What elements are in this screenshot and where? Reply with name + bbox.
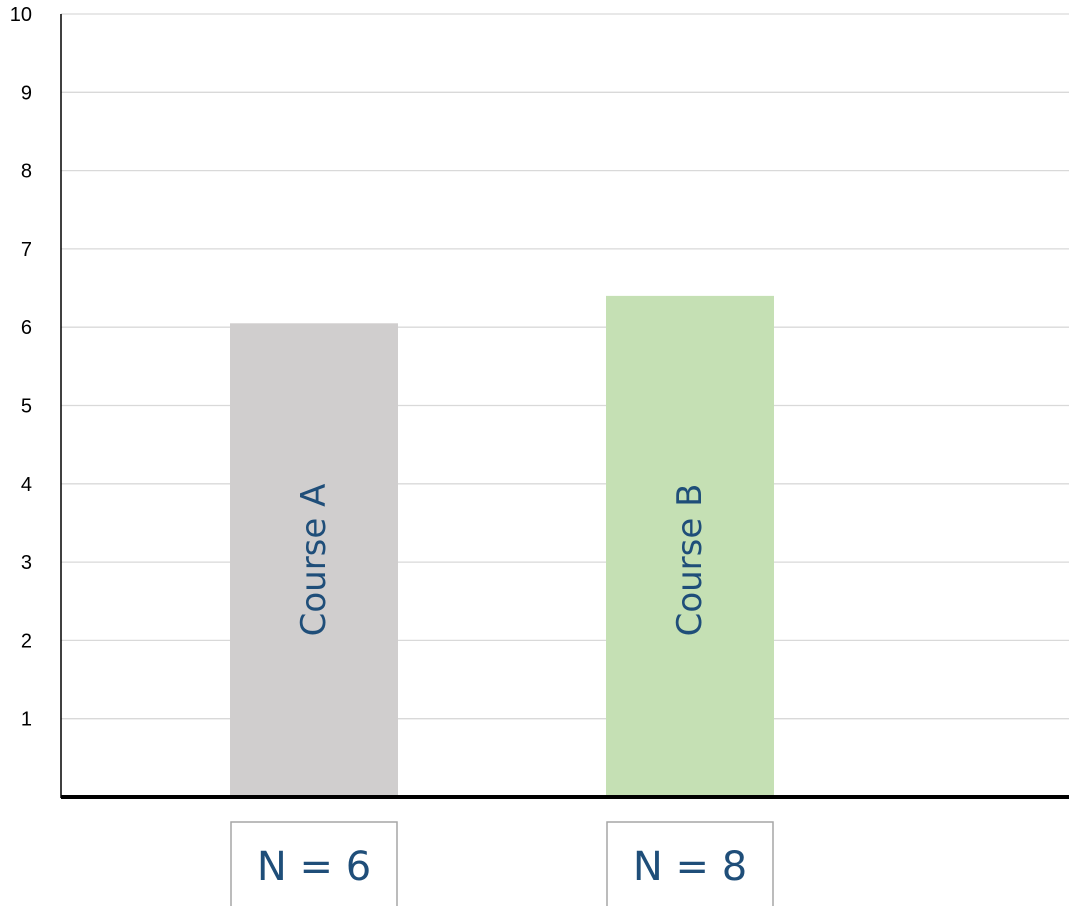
y-tick-label: 5 xyxy=(21,396,32,418)
gridlines xyxy=(61,13,1069,720)
bar xyxy=(230,323,398,797)
y-tick-label: 4 xyxy=(21,474,32,496)
y-tick-label: 3 xyxy=(21,552,32,574)
bar xyxy=(606,295,774,797)
y-axis-ticks: 1 2 3 4 5 6 7 8 9 10 xyxy=(10,4,32,731)
sample-size-label: N = 6 xyxy=(257,844,371,890)
y-tick-label: 8 xyxy=(21,161,32,183)
sample-size-boxes: N = 6 N = 8 xyxy=(230,821,774,906)
y-tick-label: 7 xyxy=(21,239,32,261)
bar-label: Course B xyxy=(670,484,710,637)
bars: Course A Course B xyxy=(230,295,774,797)
y-tick-label: 1 xyxy=(21,709,32,731)
y-tick-label: 6 xyxy=(21,317,32,339)
sample-size-box xyxy=(606,821,774,906)
y-tick-label: 9 xyxy=(21,82,32,104)
y-tick-label: 10 xyxy=(10,4,32,26)
y-tick-label: 2 xyxy=(21,630,32,652)
bar-label: Course A xyxy=(294,484,334,637)
sample-size-label: N = 8 xyxy=(633,844,747,890)
sample-size-box xyxy=(230,821,398,906)
